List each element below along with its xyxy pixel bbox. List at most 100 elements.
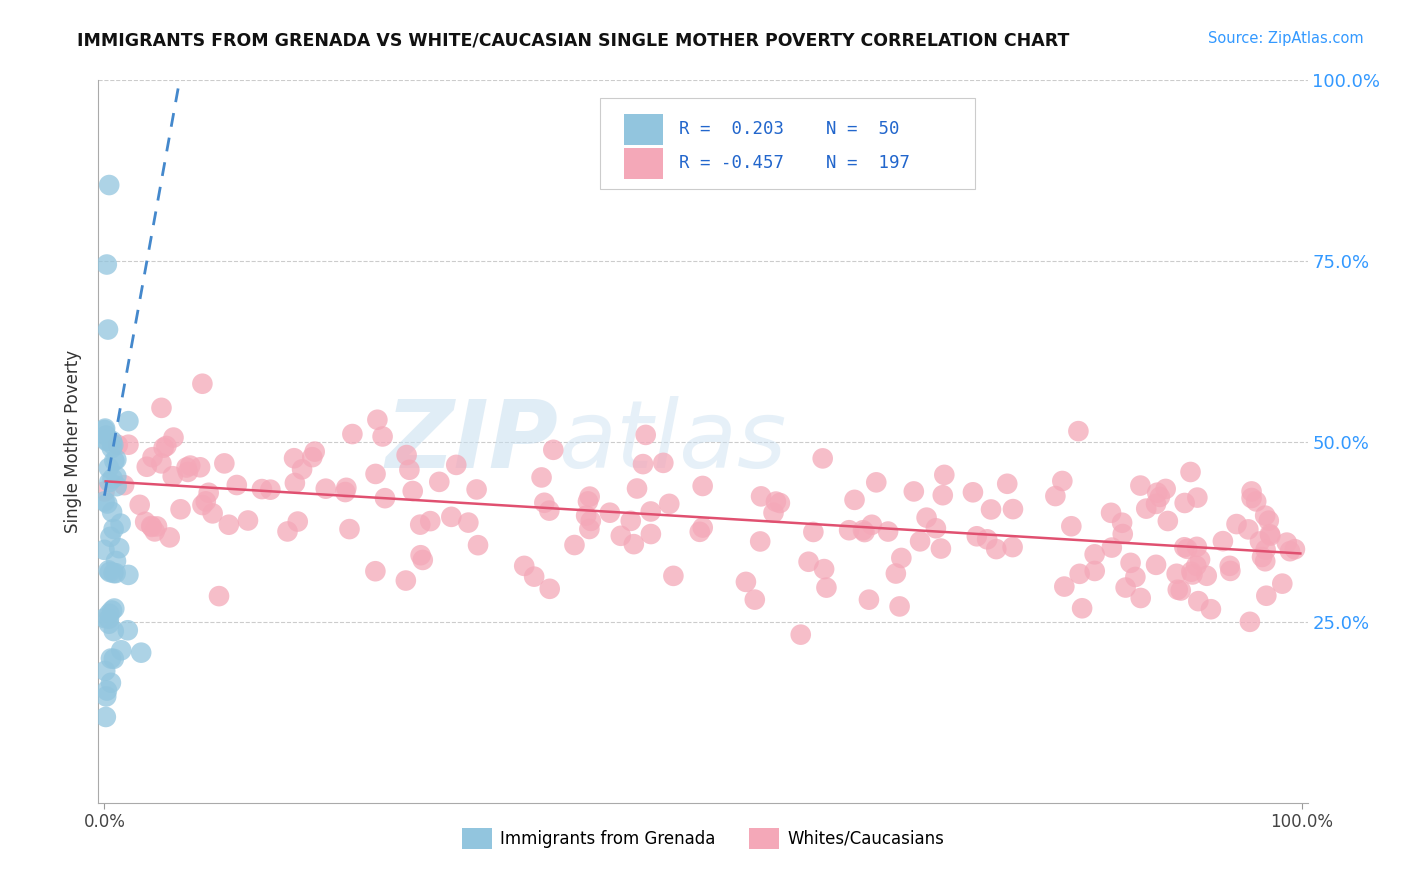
Point: [538, 503, 561, 517]
Point: [915, 510, 938, 524]
Point: [93, 484, 115, 499]
Point: [1001, 502, 1024, 516]
Point: [409, 517, 432, 532]
Point: [112, 478, 135, 492]
Point: [1001, 540, 1024, 554]
Point: [1170, 583, 1192, 598]
Point: [811, 451, 834, 466]
Point: [201, 507, 224, 521]
Point: [465, 483, 488, 497]
Point: [1271, 576, 1294, 591]
Point: [117, 414, 139, 428]
FancyBboxPatch shape: [624, 148, 664, 178]
Point: [1144, 558, 1167, 572]
Point: [530, 470, 553, 484]
Point: [1084, 564, 1107, 578]
Point: [97, 322, 120, 336]
Point: [427, 475, 450, 489]
Point: [103, 652, 125, 666]
Point: [1258, 527, 1281, 541]
Text: IMMIGRANTS FROM GRENADA VS WHITE/CAUCASIAN SINGLE MOTHER POVERTY CORRELATION CHA: IMMIGRANTS FROM GRENADA VS WHITE/CAUCASI…: [77, 31, 1070, 49]
Point: [94, 428, 117, 442]
Point: [1111, 516, 1133, 530]
Point: [1187, 594, 1209, 608]
Point: [457, 516, 479, 530]
Point: [1069, 566, 1091, 581]
Point: [790, 627, 813, 641]
Point: [93, 494, 115, 508]
Point: [105, 479, 128, 493]
Point: [276, 524, 298, 539]
Point: [853, 524, 876, 539]
Point: [339, 522, 361, 536]
Point: [634, 428, 657, 442]
Point: [1244, 494, 1267, 508]
Point: [287, 515, 309, 529]
Point: [1240, 484, 1263, 499]
Point: [169, 502, 191, 516]
Point: [191, 498, 214, 512]
Point: [599, 506, 621, 520]
Point: [100, 651, 122, 665]
Point: [1071, 601, 1094, 615]
Point: [1101, 541, 1123, 555]
Point: [576, 494, 599, 508]
Point: [101, 604, 124, 618]
Point: [865, 475, 887, 490]
Point: [105, 469, 128, 483]
Point: [735, 574, 758, 589]
Point: [141, 519, 163, 533]
Point: [1239, 615, 1261, 629]
Point: [419, 514, 441, 528]
Point: [976, 533, 998, 547]
Point: [315, 482, 337, 496]
Point: [1284, 542, 1306, 557]
Point: [444, 458, 467, 472]
Point: [103, 522, 125, 536]
Text: R = -0.457    N =  197: R = -0.457 N = 197: [679, 154, 910, 172]
Point: [1174, 496, 1197, 510]
Point: [1052, 474, 1074, 488]
Point: [610, 529, 633, 543]
Text: ZIP: ZIP: [385, 395, 558, 488]
Point: [108, 541, 131, 556]
Point: [214, 457, 236, 471]
Point: [104, 554, 127, 568]
Point: [523, 569, 546, 583]
Point: [143, 524, 166, 539]
Point: [1067, 424, 1090, 438]
Point: [96, 683, 118, 698]
Point: [1099, 506, 1122, 520]
Point: [141, 450, 163, 465]
Point: [366, 413, 388, 427]
Point: [364, 564, 387, 578]
Point: [1129, 591, 1152, 605]
Point: [1180, 465, 1202, 479]
Point: [98, 475, 121, 489]
Point: [141, 520, 163, 534]
Point: [103, 601, 125, 615]
Point: [1254, 542, 1277, 557]
Point: [100, 675, 122, 690]
Point: [1119, 556, 1142, 570]
Point: [146, 519, 169, 533]
Point: [1060, 519, 1083, 533]
Point: [762, 506, 785, 520]
Point: [1275, 535, 1298, 549]
Point: [150, 401, 173, 415]
Point: [103, 454, 125, 468]
Point: [304, 444, 326, 458]
Point: [129, 646, 152, 660]
Point: [744, 592, 766, 607]
Point: [176, 460, 198, 475]
Point: [225, 478, 247, 492]
Point: [97, 460, 120, 475]
Point: [335, 485, 357, 500]
Point: [640, 527, 662, 541]
Point: [1181, 567, 1204, 582]
Point: [1157, 514, 1180, 528]
Point: [103, 566, 125, 580]
Point: [578, 522, 600, 536]
Point: [1189, 552, 1212, 566]
Point: [929, 541, 952, 556]
